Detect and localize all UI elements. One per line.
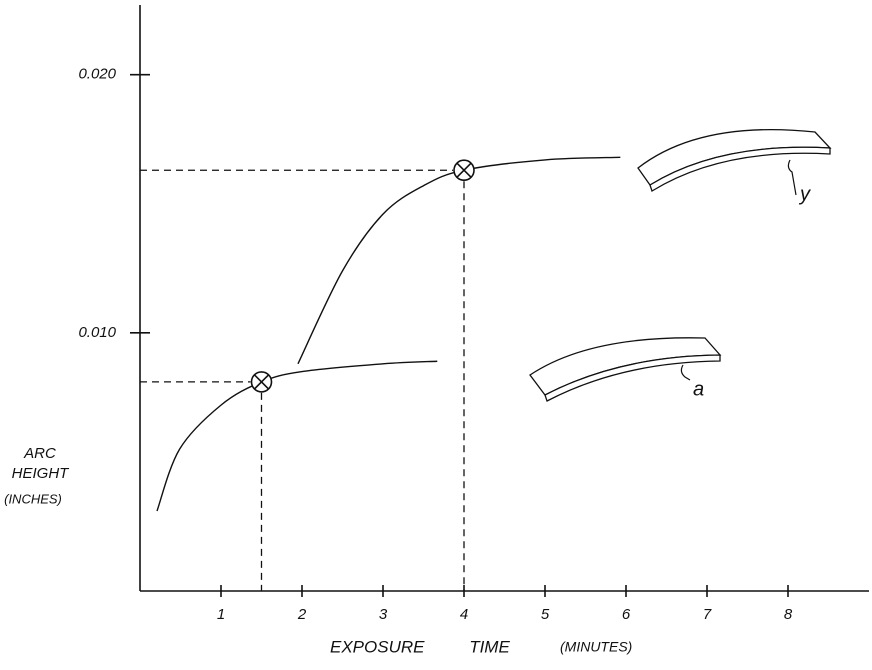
x-axis-label: EXPOSURE TIME — [330, 637, 510, 656]
strip-label: a — [693, 378, 704, 400]
x-tick-label: 2 — [297, 606, 307, 623]
x-tick-label: 4 — [460, 606, 468, 623]
y-tick-label: 0.010 — [78, 324, 116, 341]
saturation-point — [250, 371, 273, 393]
strip-a-illustration — [529, 337, 722, 402]
x-tick-label: 3 — [379, 606, 388, 623]
x-tick-label: 7 — [703, 606, 712, 623]
x-tick-label: 5 — [541, 606, 550, 623]
y-axis-unit: (INCHES) — [4, 491, 62, 506]
strip-label: y — [798, 183, 811, 205]
curve — [156, 360, 438, 512]
x-tick-label: 6 — [622, 606, 631, 623]
saturation-point — [453, 159, 475, 182]
y-axis-label: HEIGHT — [12, 465, 71, 482]
x-tick-label: 8 — [784, 606, 793, 623]
x-axis-unit: (MINUTES) — [560, 639, 632, 655]
curve — [297, 156, 621, 365]
strip-y-illustration — [637, 128, 832, 196]
y-tick-label: 0.020 — [78, 66, 116, 83]
x-tick-label: 1 — [217, 606, 225, 623]
y-axis-label: ARC — [23, 445, 56, 462]
